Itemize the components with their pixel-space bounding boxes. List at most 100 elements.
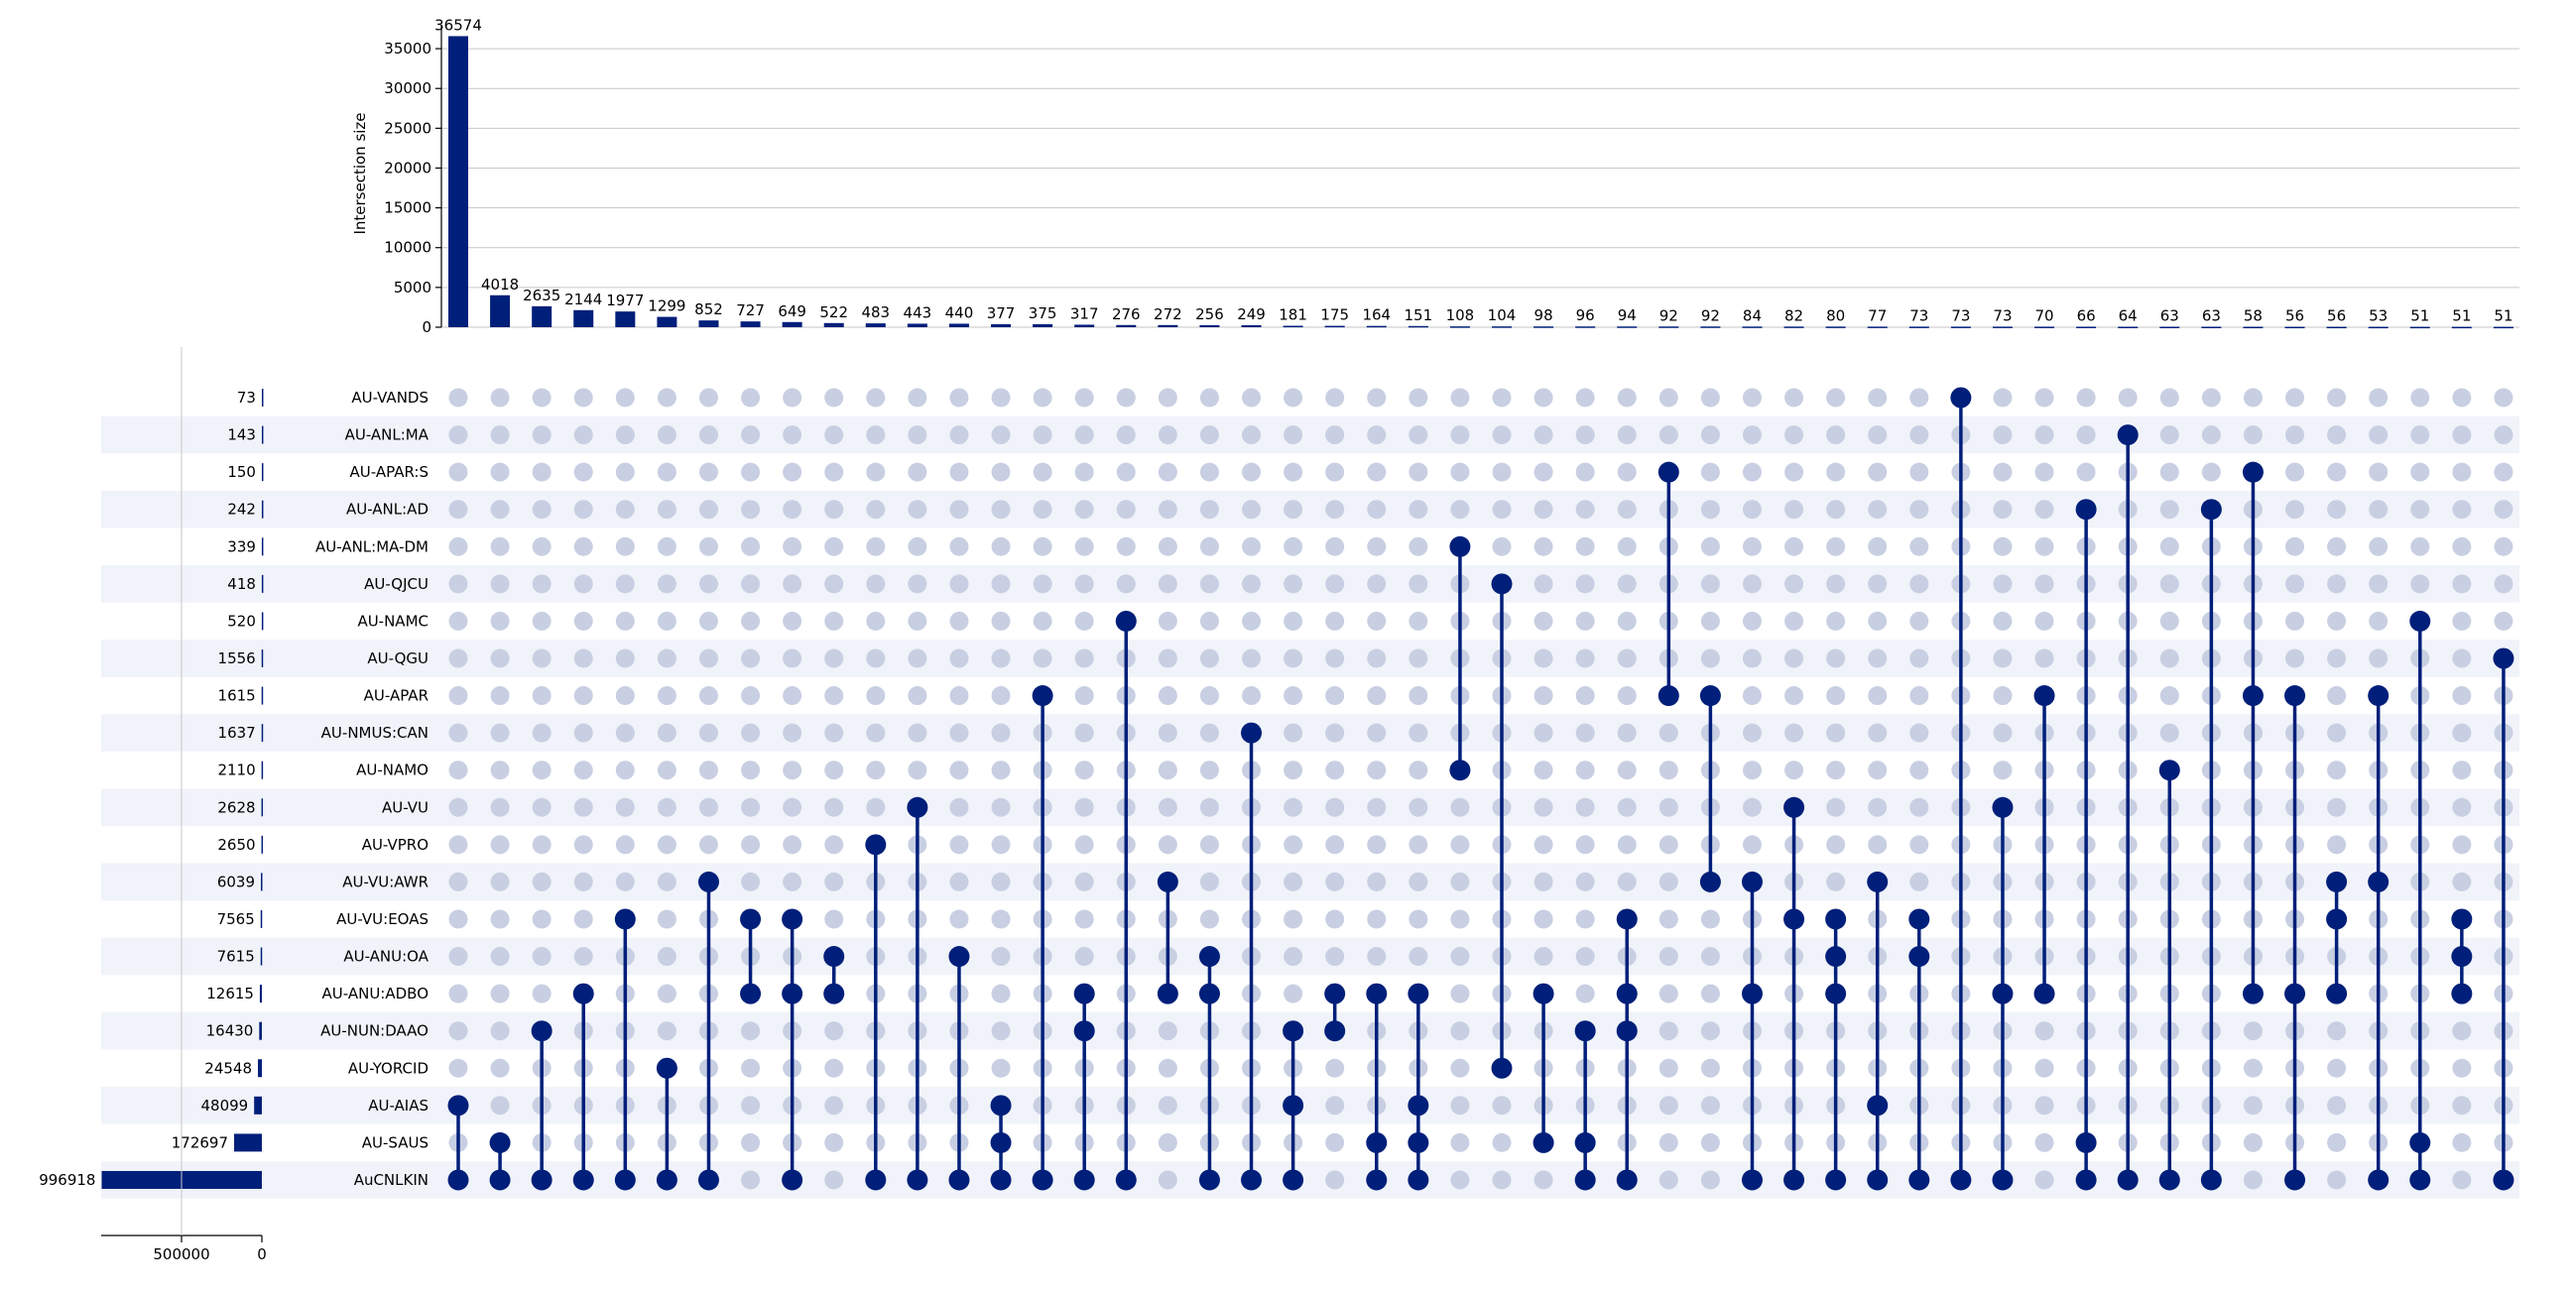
intersection-bar-label: 73	[1951, 306, 1970, 324]
matrix-dot-inactive	[657, 909, 676, 929]
matrix-dot-inactive	[1367, 462, 1387, 482]
matrix-dot-inactive	[657, 984, 676, 1003]
matrix-dot-inactive	[2494, 425, 2514, 445]
matrix-dot-inactive	[991, 388, 1011, 408]
matrix-dot-inactive	[1826, 686, 1846, 706]
matrix-dot-inactive	[908, 388, 927, 408]
matrix-dot-inactive	[741, 536, 761, 556]
intersection-bar-label: 727	[736, 301, 765, 319]
matrix-dot-active	[1491, 573, 1513, 595]
matrix-dot-inactive	[1033, 574, 1052, 594]
matrix-dot-inactive	[1367, 388, 1387, 408]
matrix-dot-active	[2326, 983, 2348, 1004]
set-size-label: 242	[227, 501, 256, 519]
set-name-label: AU-VU	[382, 798, 429, 816]
matrix-dot-inactive	[1784, 723, 1804, 743]
matrix-dot-inactive	[1325, 462, 1345, 482]
matrix-dot-inactive	[1575, 909, 1595, 929]
matrix-dot-inactive	[1284, 611, 1303, 631]
matrix-dot-active	[1366, 983, 1388, 1004]
set-size-bar	[261, 537, 264, 556]
matrix-dot-inactive	[1450, 462, 1470, 482]
matrix-dot-inactive	[1868, 425, 1888, 445]
matrix-dot-inactive	[448, 872, 468, 891]
matrix-dot-inactive	[698, 462, 718, 482]
matrix-dot-inactive	[991, 462, 1011, 482]
matrix-dot-active	[2451, 908, 2473, 930]
matrix-dot-inactive	[1658, 1096, 1678, 1116]
matrix-dot-inactive	[1742, 611, 1762, 631]
matrix-dot-inactive	[824, 686, 844, 706]
matrix-dot-inactive	[1450, 797, 1470, 817]
matrix-dot-inactive	[2452, 835, 2472, 855]
matrix-dot-inactive	[657, 947, 676, 967]
intersection-y-axis: 0 5000 10000 15000 20000 25000 30000 35000	[384, 25, 442, 336]
set-size-label: 24548	[204, 1059, 252, 1077]
matrix-dot-inactive	[1325, 648, 1345, 668]
set-size-bar	[234, 1133, 262, 1152]
intersection-bar	[1492, 326, 1512, 328]
matrix-dot-inactive	[573, 648, 593, 668]
set-size-bar	[261, 463, 264, 482]
matrix-dot-inactive	[1658, 1058, 1678, 1078]
matrix-dot-inactive	[1742, 686, 1762, 706]
matrix-dot-inactive	[1700, 574, 1720, 594]
matrix-dot-inactive	[1242, 462, 1262, 482]
matrix-dot-inactive	[1284, 536, 1303, 556]
matrix-dot-inactive	[991, 909, 1011, 929]
matrix-dot-active	[1241, 722, 1263, 744]
set-size-bar	[261, 612, 264, 631]
y-tick-label: 5000	[394, 279, 431, 296]
intersection-y-axis-label: Intersection size	[351, 112, 369, 234]
matrix-dot-inactive	[2452, 1132, 2472, 1152]
intersection-bar	[2201, 326, 2222, 328]
matrix-dot-inactive	[2369, 536, 2389, 556]
matrix-dot-active	[990, 1131, 1012, 1153]
matrix-dot-active	[1825, 1169, 1847, 1191]
matrix-dot-active	[1741, 983, 1763, 1004]
matrix-dot-inactive	[741, 462, 761, 482]
matrix-dot-inactive	[573, 425, 593, 445]
matrix-dot-inactive	[1158, 835, 1177, 855]
matrix-dot-inactive	[783, 611, 802, 631]
matrix-dot-active	[1408, 1131, 1429, 1153]
matrix-dot-active	[1283, 1169, 1304, 1191]
matrix-dot-inactive	[573, 872, 593, 891]
intersection-bar-label: 375	[1029, 304, 1057, 322]
matrix-dot-inactive	[1450, 947, 1470, 967]
matrix-dot-inactive	[1658, 947, 1678, 967]
matrix-dot-active	[1073, 983, 1095, 1004]
matrix-dot-active	[2284, 685, 2306, 707]
matrix-dot-inactive	[1409, 462, 1428, 482]
matrix-dot-inactive	[448, 686, 468, 706]
intersection-bar-label: 64	[2119, 306, 2138, 324]
matrix-dot-inactive	[2452, 1170, 2472, 1190]
matrix-dot-inactive	[573, 947, 593, 967]
set-name-label: AU-QGU	[367, 649, 429, 667]
matrix-dot-inactive	[1658, 984, 1678, 1003]
matrix-dot-inactive	[1074, 686, 1094, 706]
matrix-dot-inactive	[1450, 1058, 1470, 1078]
matrix-dot-inactive	[1325, 574, 1345, 594]
matrix-dot-inactive	[783, 500, 802, 520]
matrix-dot-inactive	[1492, 536, 1512, 556]
matrix-dot-inactive	[657, 1021, 676, 1041]
matrix-dot-inactive	[1742, 648, 1762, 668]
matrix-dot-inactive	[1617, 648, 1637, 668]
matrix-dot-active	[990, 1095, 1012, 1117]
matrix-dot-inactive	[448, 500, 468, 520]
matrix-dot-inactive	[2285, 425, 2305, 445]
matrix-dot-inactive	[741, 388, 761, 408]
set-size-label: 996918	[39, 1171, 95, 1189]
matrix-dot-inactive	[1909, 611, 1929, 631]
matrix-dot-inactive	[741, 797, 761, 817]
matrix-dot-inactive	[783, 761, 802, 780]
matrix-dot-inactive	[908, 611, 927, 631]
matrix-dot-inactive	[532, 388, 552, 408]
matrix-dot-inactive	[991, 1021, 1011, 1041]
matrix-dot-inactive	[490, 686, 510, 706]
matrix-dot-inactive	[490, 611, 510, 631]
matrix-dot-inactive	[657, 536, 676, 556]
intersection-bar	[1867, 326, 1888, 328]
matrix-dot-inactive	[657, 611, 676, 631]
